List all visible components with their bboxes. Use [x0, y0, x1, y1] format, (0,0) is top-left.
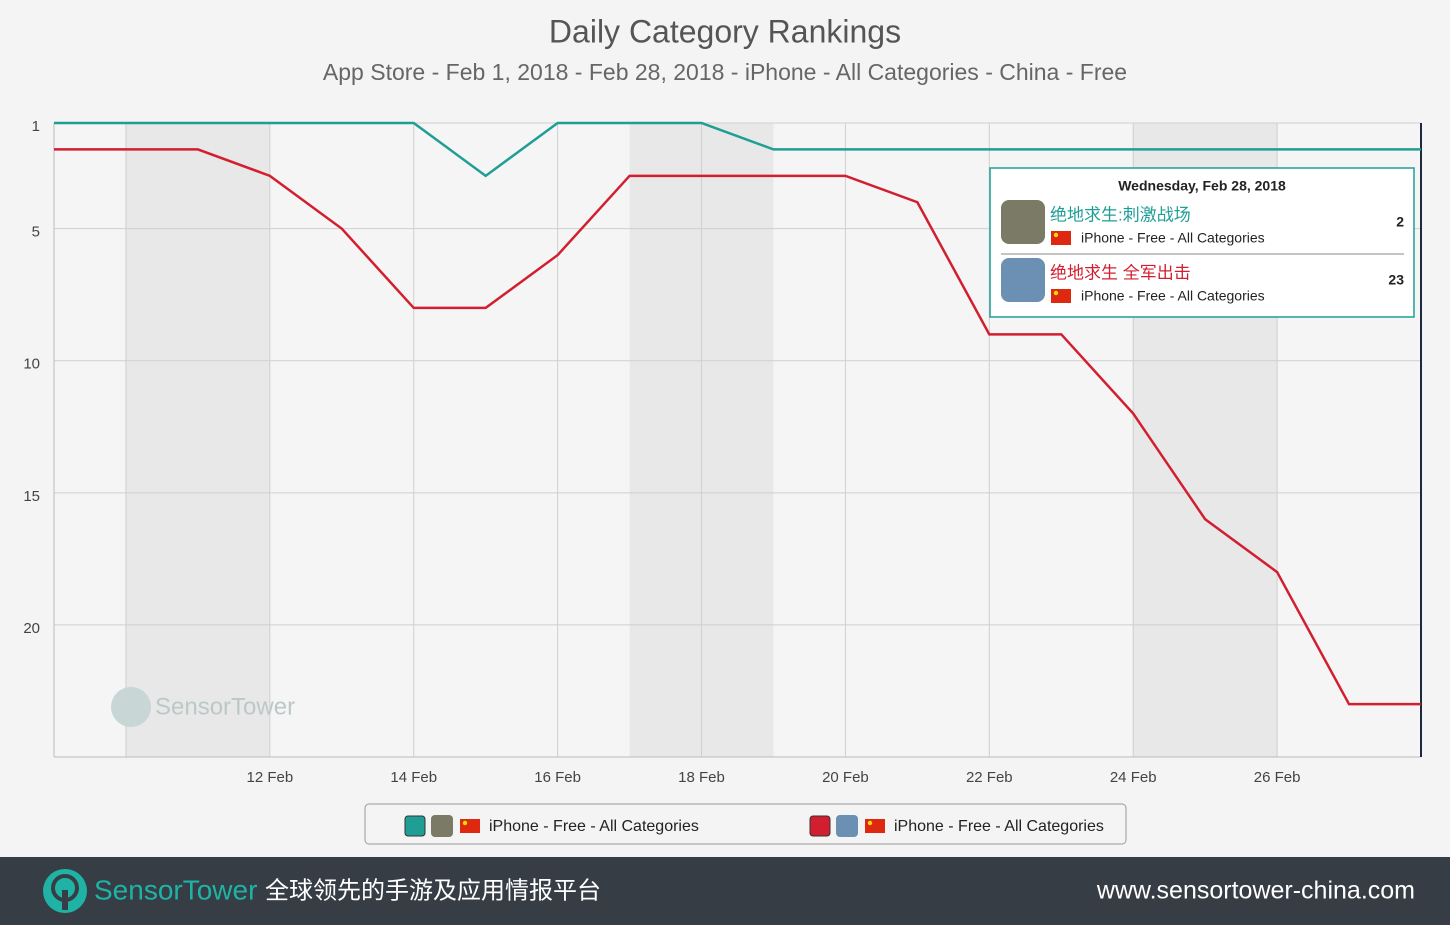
- legend-label: iPhone - Free - All Categories: [489, 818, 699, 835]
- legend-icon: [431, 815, 453, 837]
- flag: [460, 819, 480, 833]
- flag: [1051, 289, 1071, 303]
- chart-subtitle: App Store - Feb 1, 2018 - Feb 28, 2018 -…: [323, 59, 1127, 85]
- x-tick-label: 12 Feb: [246, 769, 293, 786]
- y-tick-label: 10: [23, 356, 40, 373]
- watermark: SensorTower: [155, 693, 295, 720]
- flag-star: [1053, 290, 1059, 296]
- flag-star: [867, 820, 873, 826]
- tooltip-series-name: iPhone - Free - All Categories: [1081, 230, 1265, 246]
- weekend-band: [125, 123, 270, 757]
- tooltip: Wednesday, Feb 28, 2018 绝地求生:刺激战场 iPhone -…: [989, 167, 1415, 318]
- legend-label: iPhone - Free - All Categories: [894, 818, 1104, 835]
- legend-swatch: [809, 815, 831, 837]
- tooltip-series-name: iPhone - Free - All Categories: [1081, 288, 1265, 304]
- y-tick-label: 20: [23, 620, 40, 637]
- legend-box: [364, 803, 1127, 845]
- flag: [865, 819, 885, 833]
- app-icon: [1001, 200, 1045, 244]
- legend-icon: [836, 815, 858, 837]
- x-tick-label: 14 Feb: [390, 769, 437, 786]
- legend: iPhone - Free - All Categories iPhone - F…: [364, 803, 1127, 845]
- footer-tagline: 全球领先的手游及应用情报平台: [265, 877, 601, 904]
- app-icon: [1001, 258, 1045, 302]
- tooltip-app-name: 绝地求生 全军出击: [1050, 263, 1191, 282]
- footer-brand: SensorTower: [94, 874, 257, 905]
- x-tick-label: 18 Feb: [678, 769, 725, 786]
- footer: [0, 857, 1450, 925]
- flag-star: [1053, 232, 1059, 238]
- footer-url: www.sensortower-china.com: [1096, 877, 1415, 905]
- tooltip-value: 23: [1388, 272, 1404, 288]
- x-tick-label: 20 Feb: [822, 769, 869, 786]
- series-line: [54, 148, 1421, 706]
- tooltip-app-name: 绝地求生:刺激战场: [1050, 205, 1191, 224]
- series-line: [54, 121, 1421, 178]
- x-tick-label: 26 Feb: [1254, 769, 1301, 786]
- legend-swatch: [404, 815, 426, 837]
- x-tick-label: 22 Feb: [966, 769, 1013, 786]
- y-tick-label: 15: [23, 488, 40, 505]
- watermark-logo: [111, 687, 151, 727]
- tooltip-value: 2: [1396, 214, 1404, 230]
- x-tick-label: 16 Feb: [534, 769, 581, 786]
- y-tick-label: 5: [32, 224, 40, 241]
- tooltip-title: Wednesday, Feb 28, 2018: [1118, 178, 1286, 194]
- x-tick-label: 24 Feb: [1110, 769, 1157, 786]
- y-tick-label: 1: [32, 118, 40, 135]
- footer-logo-mark: [62, 890, 68, 910]
- flag: [1051, 231, 1071, 245]
- chart-title: Daily Category Rankings: [549, 13, 901, 49]
- flag-star: [462, 820, 468, 826]
